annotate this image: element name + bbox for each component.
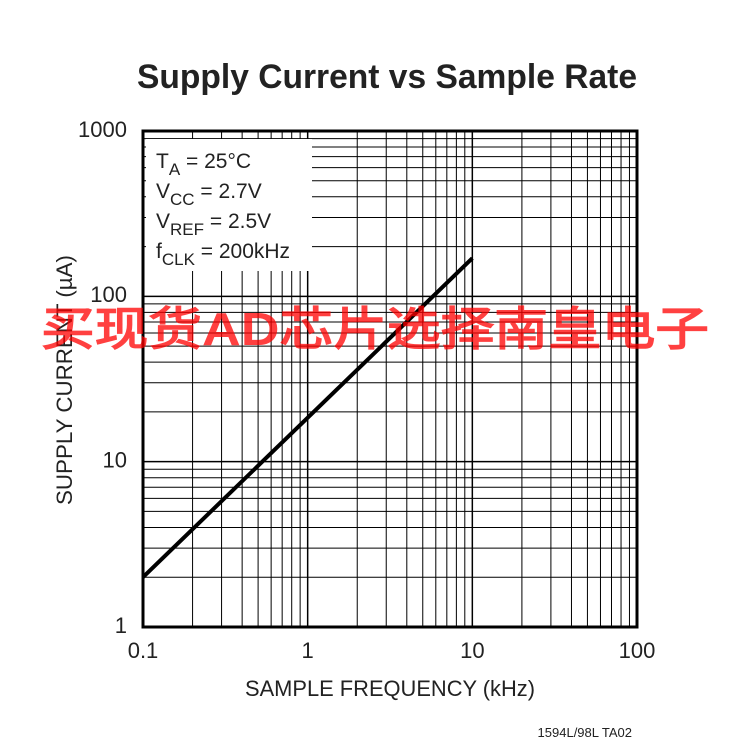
y-axis-label: SUPPLY CURRENT (µA) <box>52 255 77 505</box>
x-axis-label: SAMPLE FREQUENCY (kHz) <box>245 676 535 701</box>
footnote: 1594L/98L TA02 <box>538 725 632 740</box>
annotation: VREF = 2.5V <box>156 210 271 239</box>
annotation-sub: REF <box>170 220 204 239</box>
x-tick-label: 100 <box>619 638 656 663</box>
plot-frame <box>141 129 639 629</box>
annotation: fCLK = 200kHz <box>156 240 290 269</box>
annotation-text: V <box>156 180 170 203</box>
annotation-tail: = 25°C <box>180 150 251 173</box>
x-tick-label: 10 <box>460 638 484 663</box>
annotation-sub: CLK <box>162 250 196 269</box>
annotation-sub: A <box>169 160 181 179</box>
annotation: TA = 25°C <box>156 150 251 179</box>
x-tick-label: 1 <box>302 638 314 663</box>
annotation-tail: = 2.7V <box>195 180 262 203</box>
annotation-tail: = 200kHz <box>195 240 290 263</box>
annotation-tail: = 2.5V <box>204 210 271 233</box>
annotation-box <box>146 139 312 271</box>
annotation: VCC = 2.7V <box>156 180 262 209</box>
annotation-text: f <box>156 240 162 263</box>
annotation-text: V <box>156 210 170 233</box>
x-tick-label: 0.1 <box>128 638 159 663</box>
data-line <box>141 256 474 579</box>
annotation-sub: CC <box>170 190 195 209</box>
chart-title: Supply Current vs Sample Rate <box>137 58 637 96</box>
watermark: 买现货AD芯片选择南皇电子 <box>41 303 709 355</box>
y-tick-label: 100 <box>90 282 127 307</box>
y-tick-label: 1000 <box>78 117 127 142</box>
y-tick-label: 1 <box>115 613 127 638</box>
annotation-text: T <box>156 150 169 173</box>
y-tick-label: 10 <box>103 447 127 472</box>
